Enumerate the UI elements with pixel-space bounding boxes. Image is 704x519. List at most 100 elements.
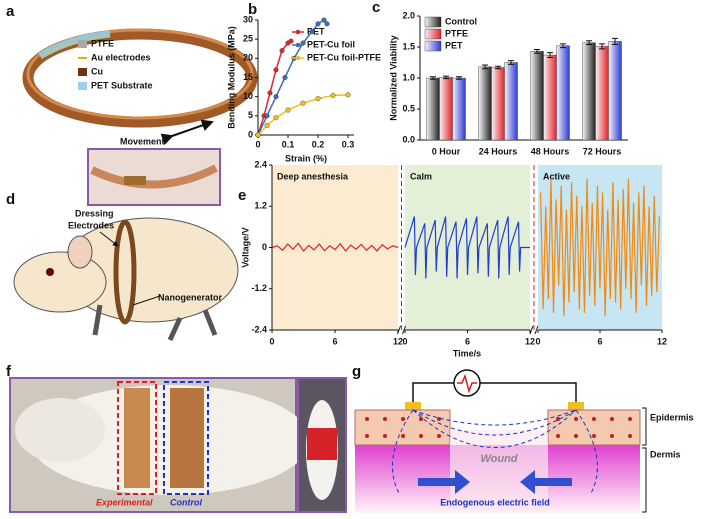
legend-label: PTFE	[445, 28, 468, 38]
series-line	[257, 40, 292, 136]
bar	[452, 77, 466, 141]
error-bar	[612, 37, 618, 46]
axis-break	[397, 325, 406, 335]
legend-label: Control	[445, 16, 477, 26]
electrode-photo	[124, 176, 146, 185]
y-tick-label: 0	[262, 242, 267, 252]
data-point	[255, 132, 261, 138]
data-point	[273, 94, 279, 100]
legend-label: PET	[445, 40, 463, 50]
legend-label: Cu	[91, 66, 103, 76]
legend-swatch	[78, 82, 87, 90]
x-tick-label: 6	[465, 336, 470, 346]
legend-label: Au electrodes	[91, 52, 151, 62]
axis-break	[529, 325, 539, 335]
data-point	[300, 100, 306, 106]
x-tick-label: 0	[535, 336, 540, 346]
error-bar	[443, 75, 449, 80]
field-arrow	[520, 470, 572, 494]
data-point	[345, 92, 351, 98]
panel-letter: g	[352, 363, 361, 380]
layer-label: Epidermis	[650, 412, 694, 422]
cells	[365, 417, 632, 438]
epidermis-right	[547, 409, 641, 446]
data-point	[264, 122, 270, 128]
x-tick-label: 0	[402, 336, 407, 346]
data-point	[285, 107, 291, 113]
legend-label: PET	[307, 26, 325, 36]
segment-background	[272, 165, 398, 330]
annotation: Electrodes	[68, 220, 114, 230]
y-axis-label: Voltage/V	[240, 227, 250, 267]
rat-eye	[46, 268, 54, 276]
y-tick-label: 1.2	[254, 201, 267, 211]
x-tick-label: 12	[393, 336, 403, 346]
bar	[556, 45, 570, 141]
y-tick-label: 1.5	[402, 41, 415, 51]
layer-label: Dermis	[650, 449, 681, 459]
device-band	[170, 388, 204, 488]
segment-label: Calm	[410, 171, 432, 181]
legend-marker	[295, 55, 301, 61]
x-axis-label: Strain (%)	[285, 153, 327, 163]
annotation-arrow	[99, 231, 119, 247]
x-tick-label: 0	[255, 139, 260, 149]
annotation: Control	[170, 497, 202, 507]
data-point	[273, 115, 279, 121]
y-tick-label: 2.0	[402, 10, 415, 20]
signal-line	[271, 242, 399, 252]
epidermis-left	[354, 409, 451, 446]
bar	[426, 77, 440, 141]
y-tick-label: 10	[243, 91, 253, 101]
segment-label: Active	[543, 171, 570, 181]
panel-f: f Experimental Control	[6, 363, 347, 513]
error-bar	[430, 76, 436, 80]
x-tick-label: 12	[657, 336, 667, 346]
control-box	[163, 381, 209, 495]
rat-head	[13, 251, 107, 313]
movement-arrow	[160, 119, 214, 145]
signal-line	[539, 178, 661, 317]
x-tick-label: 24 Hours	[479, 146, 518, 156]
y-tick-label: -1.2	[251, 283, 267, 293]
y-tick-label: 5	[248, 110, 253, 120]
data-point	[324, 21, 330, 27]
y-tick-label: 30	[243, 14, 253, 24]
x-tick-label: 6	[597, 336, 602, 346]
error-bar	[599, 43, 605, 50]
data-point	[330, 93, 336, 99]
y-tick-label: 25	[243, 34, 253, 44]
y-tick-label: 15	[243, 72, 253, 82]
x-tick-label: 0 Hour	[432, 146, 461, 156]
legend-swatch	[424, 16, 442, 28]
y-tick-label: 0.0	[402, 134, 415, 144]
legend-label: PET-Cu foil-PTFE	[307, 52, 381, 62]
data-point	[279, 48, 285, 54]
panel-letter: c	[372, 0, 380, 16]
legend-marker	[295, 29, 301, 35]
annotation-line	[132, 295, 161, 306]
error-bar	[547, 52, 553, 59]
legend-swatch	[424, 28, 442, 40]
panel-letter: e	[238, 187, 246, 204]
bar	[439, 77, 453, 141]
rat-head-photo	[15, 398, 105, 462]
panel-d: d Dressing Electrodes Nanogenerator	[6, 191, 239, 342]
data-point	[321, 17, 327, 23]
data-point	[315, 96, 321, 102]
error-bar	[456, 76, 462, 80]
panel-a: a PTFE Au electrodes Cu PET Substrate Mo…	[6, 3, 258, 206]
legend-swatch	[78, 68, 87, 76]
annotation: Dressing	[75, 208, 114, 218]
panel-letter: d	[6, 191, 15, 208]
x-axis-label: Time/s	[453, 348, 481, 358]
electrode	[568, 402, 584, 410]
y-tick-label: -2.4	[251, 324, 267, 334]
ring-edge	[26, 28, 254, 120]
error-bar	[534, 48, 540, 54]
bracket	[642, 407, 647, 513]
panel-g: g Wound Endogenous electric field Epider…	[352, 363, 694, 513]
error-bar	[495, 65, 501, 70]
panel-letter: f	[6, 363, 12, 380]
